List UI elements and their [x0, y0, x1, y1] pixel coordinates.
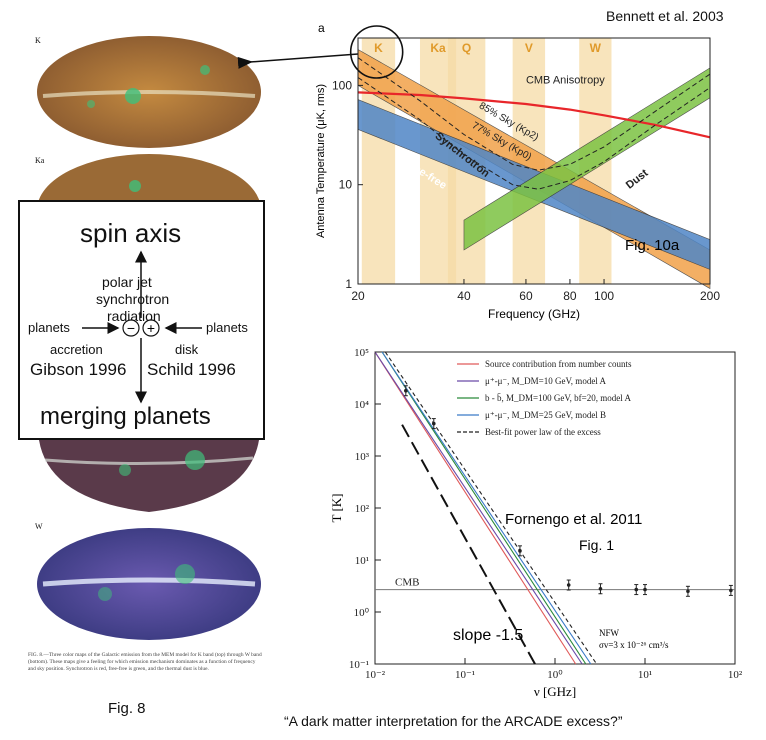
plus-sign: +	[147, 320, 155, 336]
series-source-contribution-from-number-counts	[374, 351, 577, 665]
minus-sign: −	[127, 320, 135, 336]
sky-map-v	[39, 440, 259, 512]
y-tick-label-a: 1	[345, 277, 352, 291]
data-point	[634, 587, 639, 592]
y-tick-label-b: 10⁻¹	[349, 659, 369, 671]
citation-label: Bennett et al. 2003	[606, 8, 724, 24]
band-label-v: V	[525, 41, 533, 55]
cmb-anisotropy-label: CMB Anisotropy	[526, 74, 605, 86]
sky-map-ka	[37, 154, 261, 210]
y-tick-label-b: 10⁰	[354, 607, 370, 619]
data-point	[518, 549, 522, 553]
slope-annotation: slope -1.5	[453, 627, 523, 644]
data-point	[566, 583, 571, 587]
line-cmb-anisotropy	[357, 91, 711, 139]
x-tick-label-a: 40	[457, 289, 471, 303]
sky-map-w	[37, 528, 261, 640]
x-axis-label-a: Frequency (GHz)	[488, 307, 580, 321]
disk-diagram: spin axis polar jet synchrotron radiatio…	[18, 200, 265, 440]
data-point	[431, 421, 436, 426]
k-band-highlight-circle	[349, 25, 404, 79]
legend-label: Source contribution from number counts	[485, 359, 632, 369]
band-label-ka: Ka	[430, 41, 446, 55]
accretion-label: accretion	[50, 342, 103, 357]
planets-right-label: planets	[206, 320, 248, 335]
spin-axis-title: spin axis	[80, 218, 182, 248]
y-tick-label-b: 10³	[355, 451, 370, 463]
fornengo-title: Fornengo et al. 2011	[505, 511, 642, 528]
y-tick-label-b: 10¹	[355, 555, 369, 567]
series-slope-1-5	[401, 424, 536, 665]
panel-letter-a: a	[318, 21, 325, 35]
band-label-k: K	[374, 41, 383, 55]
map-label-ka: Ka	[35, 156, 45, 165]
x-tick-label-a: 80	[563, 289, 577, 303]
band-label-w: W	[590, 41, 602, 55]
legend-label: μ⁺-μ⁻, M_DM=10 GeV, model A	[485, 376, 607, 386]
sigma-annotation: σv=3 x 10⁻²⁶ cm³/s	[599, 640, 669, 650]
radiation-label: radiation	[107, 308, 161, 324]
x-tick-label-b: 10⁰	[547, 669, 563, 681]
map-label-w: W	[35, 522, 43, 531]
band-label-q: Q	[462, 41, 471, 55]
fig8-label: Fig. 8	[108, 700, 146, 717]
merging-planets-label: merging planets	[40, 403, 211, 430]
x-tick-label-b: 10⁻²	[365, 669, 386, 681]
arcade-excess-chart: CMB Source contribution from number count…	[329, 347, 743, 699]
footer-quote: “A dark matter interpretation for the AR…	[284, 713, 623, 729]
diagram-arrows: − +	[82, 250, 202, 404]
legend-label: Best-fit power law of the excess	[485, 427, 601, 437]
x-tick-label-a: 200	[700, 289, 720, 303]
line-77-sky-kp0-	[357, 77, 711, 190]
x-tick-label-b: 10¹	[638, 669, 652, 681]
x-axis-label-b: ν [GHz]	[534, 684, 576, 699]
disk-label: disk	[175, 342, 199, 357]
y-tick-label-a: 100	[332, 78, 352, 92]
plot-frame-b	[374, 351, 736, 665]
data-point	[598, 586, 603, 591]
data-point	[729, 588, 733, 593]
series--model-a	[374, 351, 583, 665]
y-axis-label-b: T [K]	[329, 493, 344, 522]
planets-left-label: planets	[28, 320, 70, 335]
sky-map-k	[37, 36, 261, 148]
cmb-label: CMB	[395, 577, 419, 589]
x-tick-label-a: 100	[594, 289, 614, 303]
x-tick-label-a: 20	[351, 289, 365, 303]
x-tick-label-a: 60	[519, 289, 533, 303]
schild-label: Schild 1996	[147, 360, 236, 379]
map-label-k: K	[35, 36, 41, 45]
y-tick-label-a: 10	[339, 178, 353, 192]
x-tick-label-b: 10²	[728, 669, 743, 681]
polar-jet-label: polar jet	[102, 274, 152, 290]
y-axis-label-a: Antenna Temperature (μK, rms)	[315, 84, 327, 238]
synchrotron-label: synchrotron	[96, 291, 170, 307]
legend-label: μ⁺-μ⁻, M_DM=25 GeV, model B	[485, 410, 606, 420]
data-point	[404, 388, 408, 393]
series-b-b-model-a	[381, 351, 587, 665]
gibson-label: Gibson 1996	[30, 360, 127, 379]
x-tick-label-b: 10⁻¹	[455, 669, 475, 681]
plot-frame-a	[357, 37, 711, 285]
fig8-caption: FIG. 8.—Three color maps of the Galactic…	[28, 652, 262, 672]
fig1-label: Fig. 1	[579, 537, 614, 553]
data-point	[643, 587, 647, 592]
data-point	[686, 589, 690, 594]
dust-area-label: Dust	[624, 167, 651, 192]
legend-label: b - b̄, M_DM=100 GeV, bf=20, model A	[485, 393, 631, 403]
nfw-annotation: NFW	[599, 628, 620, 638]
series--model-b	[381, 351, 592, 665]
fig10a-label: Fig. 10a	[625, 237, 680, 254]
y-tick-label-b: 10²	[355, 503, 370, 515]
y-tick-label-b: 10⁵	[354, 347, 369, 359]
y-tick-label-b: 10⁴	[354, 399, 369, 411]
